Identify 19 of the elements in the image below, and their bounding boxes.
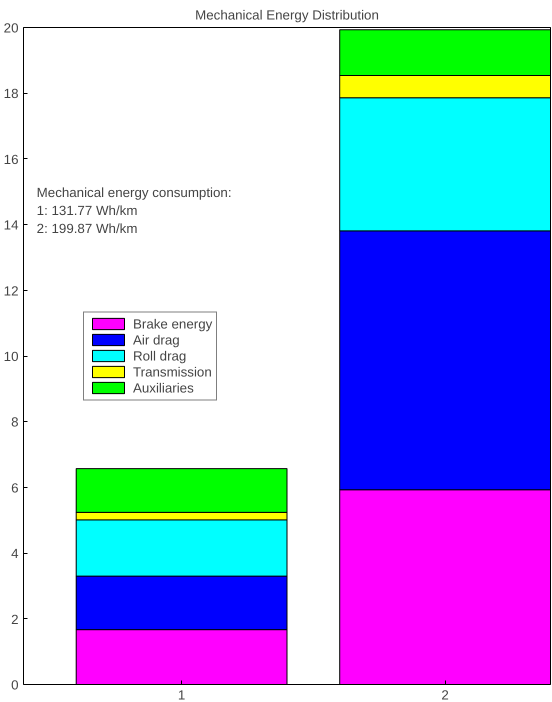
y-tick-label: 4 <box>11 546 20 562</box>
legend-label: Air drag <box>133 332 180 347</box>
y-tick-label: 16 <box>4 152 19 167</box>
annotation: Mechanical energy consumption: 1: 131.77 Wh/km 2: 199.87 Wh/km <box>36 185 232 236</box>
y-tick-label: 14 <box>4 218 20 233</box>
y-tick-label: 0 <box>11 678 19 692</box>
legend-label: Auxiliaries <box>133 380 194 395</box>
chart-title: Mechanical Energy Distribution <box>195 8 379 22</box>
legend-label: Brake energy <box>133 316 212 331</box>
y-tick-label: 2 <box>11 612 19 627</box>
x-tick-label: 1 <box>178 688 186 702</box>
y-tick-label: 8 <box>11 414 19 430</box>
y-tick-label: 18 <box>4 86 19 102</box>
y-tick-label: 12 <box>4 283 19 298</box>
y-tick-label: 6 <box>11 480 19 496</box>
y-tick-label: 10 <box>4 349 19 364</box>
y-tick-label: 20 <box>4 20 19 36</box>
legend-label: Roll drag <box>133 348 186 363</box>
legend-label: Transmission <box>133 364 212 379</box>
